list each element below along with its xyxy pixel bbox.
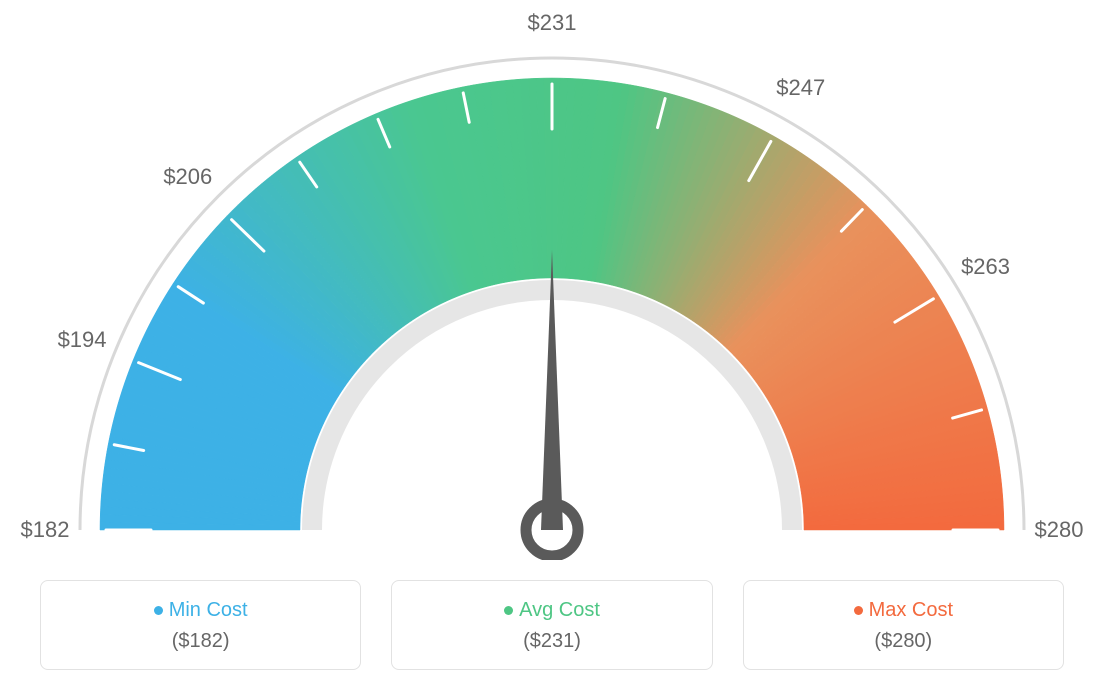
legend-card-min: Min Cost ($182) [40, 580, 361, 670]
legend-card-max: Max Cost ($280) [743, 580, 1064, 670]
gauge-tick-label: $206 [163, 164, 212, 190]
gauge-tick-label: $247 [776, 75, 825, 101]
legend-title-min: Min Cost [154, 599, 248, 622]
gauge-svg [0, 0, 1104, 560]
legend-label-max: Max Cost [869, 599, 953, 622]
gauge-tick-label: $231 [528, 10, 577, 36]
legend-title-max: Max Cost [854, 599, 953, 622]
legend-title-avg: Avg Cost [504, 599, 600, 622]
legend-dot-avg [504, 606, 513, 615]
gauge-tick-label: $182 [21, 517, 70, 543]
legend-card-avg: Avg Cost ($231) [391, 580, 712, 670]
gauge-tick-label: $263 [961, 254, 1010, 280]
legend-row: Min Cost ($182) Avg Cost ($231) Max Cost… [0, 580, 1104, 670]
gauge-tick-label: $280 [1035, 517, 1084, 543]
legend-label-min: Min Cost [169, 599, 248, 622]
gauge-tick-label: $194 [58, 327, 107, 353]
legend-value-max: ($280) [744, 630, 1063, 653]
legend-dot-max [854, 606, 863, 615]
legend-value-avg: ($231) [392, 630, 711, 653]
legend-dot-min [154, 606, 163, 615]
gauge-chart: $182 $194 $206 $231 $247 $263 $280 [0, 0, 1104, 560]
legend-value-min: ($182) [41, 630, 360, 653]
legend-label-avg: Avg Cost [519, 599, 600, 622]
